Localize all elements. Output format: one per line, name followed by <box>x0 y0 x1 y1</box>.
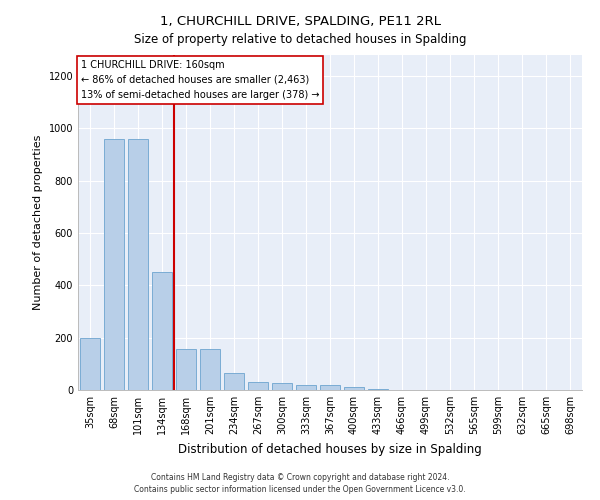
X-axis label: Distribution of detached houses by size in Spalding: Distribution of detached houses by size … <box>178 442 482 456</box>
Bar <box>152 272 172 390</box>
Bar <box>128 138 148 390</box>
Bar <box>272 382 292 390</box>
Bar <box>248 382 268 390</box>
Text: 1, CHURCHILL DRIVE, SPALDING, PE11 2RL: 1, CHURCHILL DRIVE, SPALDING, PE11 2RL <box>160 15 440 28</box>
Text: Contains HM Land Registry data © Crown copyright and database right 2024.
Contai: Contains HM Land Registry data © Crown c… <box>134 472 466 494</box>
Bar <box>200 350 220 390</box>
Y-axis label: Number of detached properties: Number of detached properties <box>33 135 43 310</box>
Bar <box>224 373 244 390</box>
Bar <box>104 138 124 390</box>
Bar <box>320 385 340 390</box>
Bar <box>80 338 100 390</box>
Bar <box>296 385 316 390</box>
Bar <box>176 350 196 390</box>
Bar <box>344 388 364 390</box>
Bar <box>368 388 388 390</box>
Text: 1 CHURCHILL DRIVE: 160sqm
← 86% of detached houses are smaller (2,463)
13% of se: 1 CHURCHILL DRIVE: 160sqm ← 86% of detac… <box>80 60 319 100</box>
Text: Size of property relative to detached houses in Spalding: Size of property relative to detached ho… <box>134 32 466 46</box>
